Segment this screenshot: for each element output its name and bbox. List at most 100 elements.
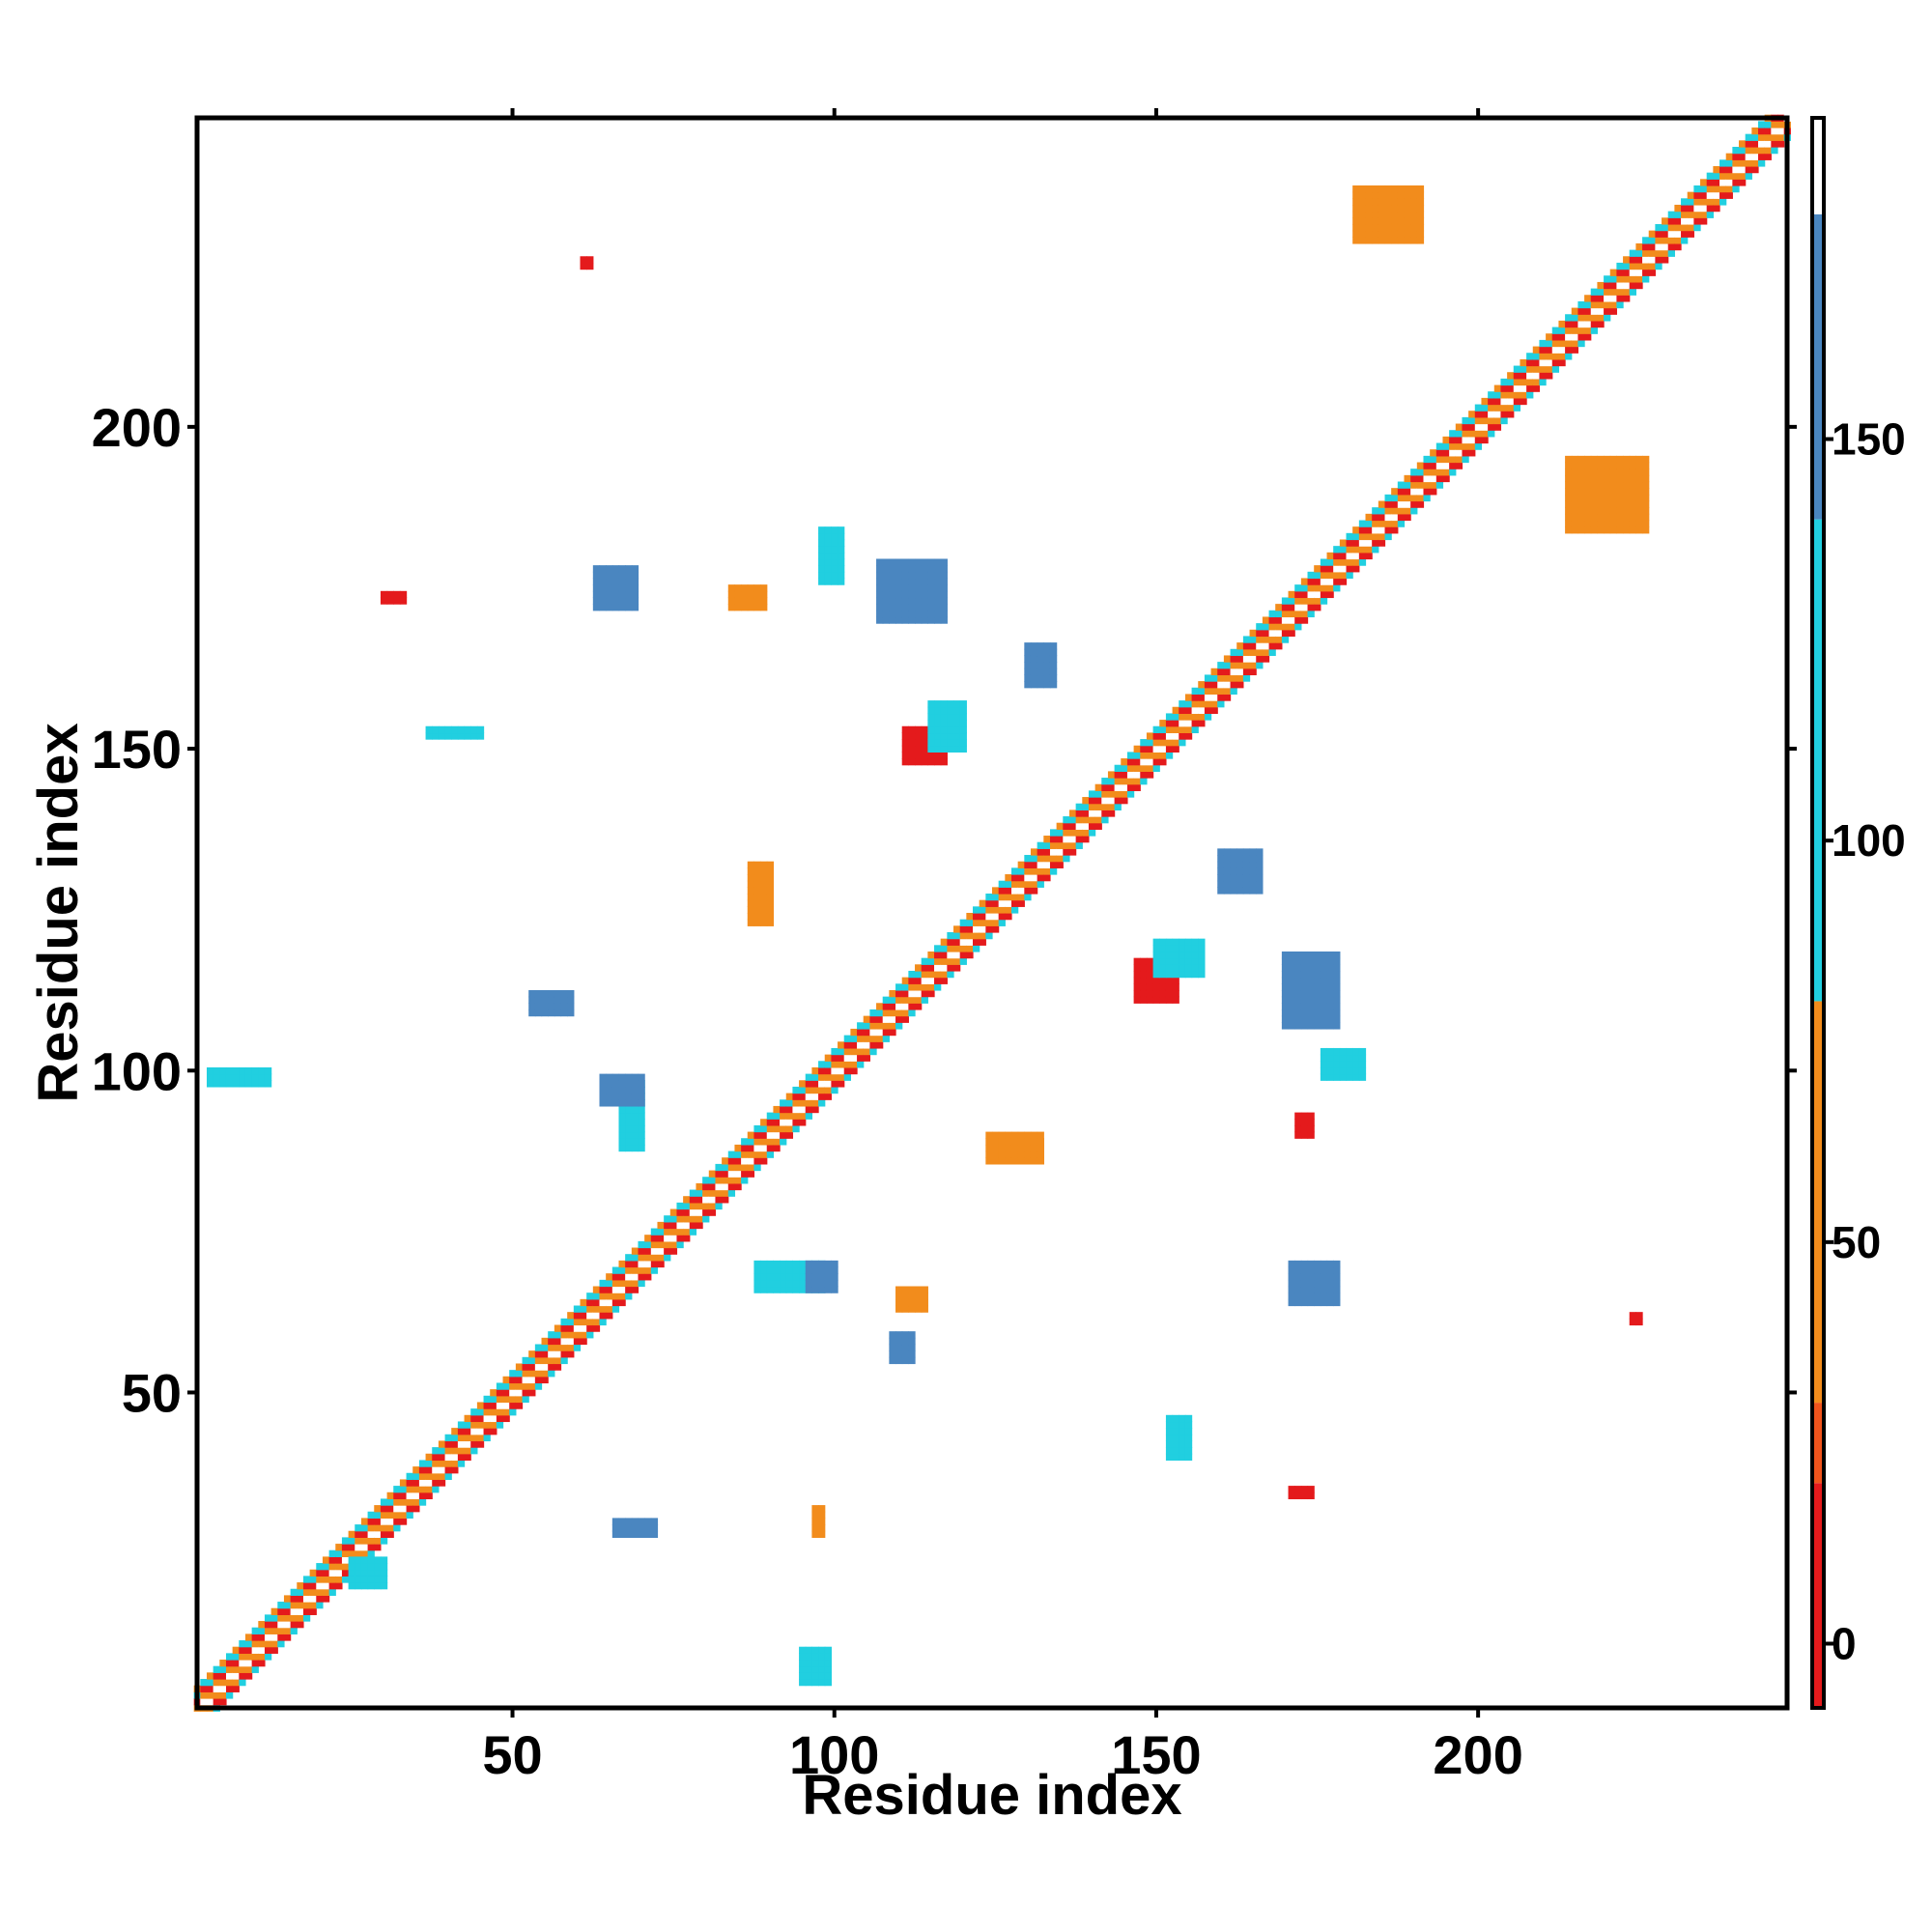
diagonal-cell: [1249, 642, 1257, 650]
contact-cell: [940, 758, 948, 766]
contact-cell: [934, 732, 942, 740]
contact-cell: [934, 713, 942, 721]
contact-cell: [1604, 469, 1611, 476]
contact-cell: [1140, 957, 1148, 965]
contact-cell: [1616, 455, 1624, 464]
diagonal-cell: [1739, 140, 1747, 148]
contact-cell: [618, 584, 626, 592]
contact-cell: [1604, 494, 1611, 502]
contact-cell: [747, 880, 755, 888]
diagonal-cell: [811, 1086, 819, 1094]
diagonal-cell: [1088, 797, 1096, 805]
diagonal-cell: [1043, 855, 1051, 863]
contact-cell: [838, 546, 845, 554]
contact-cell: [1184, 1434, 1193, 1442]
diagonal-cell: [322, 1556, 330, 1564]
contact-cell: [1577, 520, 1585, 527]
contact-cell: [1314, 989, 1321, 998]
contact-cell: [1300, 1279, 1309, 1288]
contact-cell: [805, 1279, 813, 1288]
contact-cell: [1597, 500, 1605, 508]
contact-cell: [1629, 526, 1636, 534]
contact-cell: [760, 1266, 768, 1274]
diagonal-cell: [515, 1363, 524, 1371]
diagonal-cell: [927, 951, 935, 959]
diagonal-cell: [573, 1331, 582, 1339]
diagonal-cell: [1713, 204, 1720, 213]
diagonal-cell: [927, 983, 935, 991]
contact-cell: [1565, 469, 1573, 476]
contact-cell: [753, 1266, 761, 1274]
diagonal-cell: [818, 1066, 826, 1075]
contact-cell: [464, 725, 471, 734]
contact-cell: [908, 745, 916, 753]
diagonal-cell: [1732, 159, 1740, 167]
contact-cell: [1133, 957, 1141, 965]
contact-cell: [1384, 211, 1392, 218]
contact-cell: [773, 1273, 781, 1281]
diagonal-cell: [1462, 436, 1469, 444]
contact-cell: [908, 1337, 916, 1346]
diagonal-cell: [1094, 803, 1102, 810]
contact-cell: [824, 1665, 833, 1673]
contact-cell: [1609, 526, 1618, 534]
diagonal-cell: [476, 1408, 485, 1416]
diagonal-cell: [1590, 320, 1599, 328]
diagonal-cell: [1114, 790, 1122, 798]
diagonal-cell: [1732, 146, 1740, 155]
diagonal-cell: [328, 1588, 336, 1596]
diagonal-cell: [425, 1479, 433, 1487]
contact-cell: [580, 256, 587, 264]
diagonal-cell: [1056, 848, 1064, 856]
contact-cell: [889, 558, 896, 566]
contact-cell: [348, 1576, 355, 1583]
diagonal-cell: [1667, 217, 1675, 225]
contact-cell: [1616, 513, 1624, 522]
diagonal-cell: [1449, 462, 1457, 469]
contact-cell: [1049, 655, 1058, 663]
contact-cell: [1635, 481, 1643, 489]
contact-cell: [1179, 964, 1186, 972]
contact-cell: [1307, 1492, 1315, 1500]
diagonal-cell: [708, 1202, 717, 1210]
contact-cell: [799, 1672, 807, 1680]
contact-cell: [921, 752, 928, 759]
diagonal-cell: [973, 945, 980, 952]
diagonal-cell: [1326, 584, 1334, 592]
diagonal-cell: [1101, 810, 1109, 817]
diagonal-cell: [380, 1498, 388, 1506]
diagonal-cell: [1030, 887, 1038, 895]
diagonal-cell: [1635, 242, 1643, 251]
contact-cell: [1172, 964, 1179, 972]
contact-cell: [1314, 1003, 1321, 1010]
diagonal-cell: [341, 1549, 350, 1557]
contact-cell: [921, 616, 928, 624]
diagonal-cell: [882, 1028, 890, 1037]
diagonal-cell: [432, 1460, 440, 1467]
contact-cell: [1191, 957, 1199, 965]
contact-cell: [1352, 1047, 1360, 1056]
contact-cell: [889, 1337, 896, 1346]
diagonal-cell: [1326, 578, 1334, 585]
contact-cell: [1294, 1015, 1302, 1023]
diagonal-cell: [355, 1544, 362, 1551]
diagonal-cell: [1416, 481, 1425, 489]
contact-cell: [940, 725, 948, 734]
diagonal-cell: [895, 996, 903, 1004]
diagonal-cell: [1217, 668, 1225, 676]
diagonal-cell: [1674, 230, 1682, 238]
diagonal-cell: [1391, 494, 1399, 502]
contact-cell: [1358, 191, 1367, 199]
contact-cell: [599, 1080, 607, 1088]
diagonal-cell: [264, 1653, 272, 1661]
diagonal-cell: [895, 1015, 903, 1023]
diagonal-cell: [1706, 211, 1714, 218]
colorbar-segment: [1812, 519, 1824, 1002]
contact-cell: [1577, 481, 1585, 489]
diagonal-cell: [264, 1634, 272, 1641]
diagonal-cell: [934, 983, 942, 991]
diagonal-cell: [418, 1479, 427, 1487]
diagonal-cell: [580, 1298, 587, 1307]
diagonal-cell: [1268, 616, 1276, 624]
